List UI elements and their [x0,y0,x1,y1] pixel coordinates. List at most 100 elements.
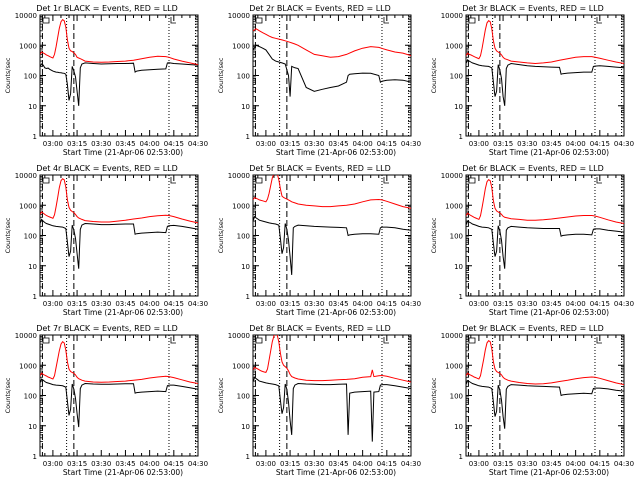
y-tick-label: 100 [237,233,250,241]
x-tick-label: 03:15 [67,460,87,468]
y-tick-label: 10 [454,103,463,111]
x-tick-label: 04:15 [164,460,184,468]
panel-title: Det 4r BLACK = Events, RED = LLD [36,164,178,173]
y-tick-label: 100 [24,233,37,241]
x-tick-label: 04:00 [353,140,373,148]
y-tick-label: 10000 [15,332,37,340]
y-tick-label: 1000 [445,42,463,50]
panel-3: 1 10 100 1000 10000 03:00 03:15 03:30 03:45 04:00… [430,4,634,157]
attenuator-marker-glyph [596,177,602,184]
x-tick-label: 03:30 [517,460,537,468]
y-tick-label: 1 [246,133,250,141]
y-tick-label: 1 [33,133,37,141]
x-tick-label: 03:45 [541,140,561,148]
x-tick-label: 04:15 [590,300,610,308]
corner-marker-glyph [255,17,263,24]
x-axis-label: Start Time (21-Apr-06 02:53:00) [276,308,396,317]
panel-4: 1 10 100 1000 10000 03:00 03:15 03:30 03:45 04:00… [4,164,208,317]
series-events-line [40,62,198,106]
y-tick-label: 1 [33,453,37,461]
panel-5: 1 10 100 1000 10000 03:00 03:15 03:30 03:45 04:00… [217,164,421,317]
y-tick-label: 100 [450,233,463,241]
series-group [40,19,198,106]
x-tick-label: 03:45 [115,460,135,468]
y-tick-label: 100 [237,73,250,81]
attenuator-marker-glyph [170,177,176,184]
y-tick-label: 10 [241,263,250,271]
y-axis-label: Counts/sec [430,377,438,413]
attenuator-marker-glyph [596,337,602,344]
x-tick-label: 03:15 [280,140,300,148]
x-axis-label: Start Time (21-Apr-06 02:53:00) [63,468,183,477]
x-tick-label: 03:00 [43,460,63,468]
x-tick-label: 04:00 [140,300,160,308]
corner-marker-glyph [42,177,50,184]
y-tick-label: 10000 [441,332,463,340]
x-tick-label: 04:30 [401,300,421,308]
x-tick-label: 04:00 [566,460,586,468]
series-lld-line [40,340,198,384]
series-events-line [253,215,411,275]
y-axis-label: Counts/sec [217,217,225,253]
corner-marker-glyph [255,337,263,344]
panel-1: 1 10 100 1000 10000 03:00 03:15 03:30 03:45 04:00… [4,4,208,157]
attenuator-marker-glyph [170,337,176,344]
y-tick-label: 10000 [15,12,37,20]
x-tick-label: 04:15 [377,140,397,148]
panel-title: Det 7r BLACK = Events, RED = LLD [36,324,178,333]
y-axis-label: Counts/sec [4,377,12,413]
x-tick-label: 04:15 [377,460,397,468]
x-tick-label: 04:30 [614,460,634,468]
series-events-line [40,218,198,269]
x-tick-label: 03:15 [280,300,300,308]
x-tick-label: 04:00 [140,460,160,468]
attenuator-marker-glyph [170,17,176,24]
x-tick-label: 04:30 [401,140,421,148]
panel-7: 1 10 100 1000 10000 03:00 03:15 03:30 03:45 04:00… [4,324,208,477]
y-axis-label: Counts/sec [430,217,438,253]
x-tick-label: 04:00 [140,140,160,148]
x-tick-label: 03:30 [91,460,111,468]
panel-8: 1 10 100 1000 10000 03:00 03:15 03:30 03:45 04:00… [217,324,421,477]
y-axis-label: Counts/sec [4,57,12,93]
x-tick-label: 03:15 [280,460,300,468]
series-group [253,335,411,442]
y-tick-label: 100 [24,393,37,401]
x-tick-label: 03:30 [304,460,324,468]
y-tick-label: 1000 [19,202,37,210]
series-events-line [466,220,624,269]
series-group [253,175,411,275]
series-lld-line [40,19,198,66]
x-tick-label: 03:45 [115,140,135,148]
x-tick-label: 03:30 [304,300,324,308]
x-axis-label: Start Time (21-Apr-06 02:53:00) [276,148,396,157]
x-tick-label: 03:00 [43,300,63,308]
y-tick-label: 10000 [228,172,250,180]
x-tick-label: 04:15 [164,300,184,308]
y-axis-label: Counts/sec [430,57,438,93]
series-group [466,20,624,106]
corner-marker-glyph [468,177,476,184]
panel-9: 1 10 100 1000 10000 03:00 03:15 03:30 03:45 04:00… [430,324,634,477]
x-axis-label: Start Time (21-Apr-06 02:53:00) [63,148,183,157]
x-tick-label: 04:00 [353,460,373,468]
series-group [40,178,198,269]
panel-title: Det 5r BLACK = Events, RED = LLD [249,164,391,173]
y-tick-label: 1 [459,453,463,461]
x-axis-label: Start Time (21-Apr-06 02:53:00) [489,308,609,317]
x-tick-label: 04:15 [590,140,610,148]
y-tick-label: 10 [28,263,37,271]
series-events-line [253,376,411,442]
x-tick-label: 03:30 [91,140,111,148]
x-axis-label: Start Time (21-Apr-06 02:53:00) [489,148,609,157]
y-tick-label: 1 [459,293,463,301]
series-events-line [253,44,411,97]
y-tick-label: 10 [241,423,250,431]
x-tick-label: 03:45 [328,140,348,148]
y-tick-label: 10 [28,103,37,111]
attenuator-marker-glyph [383,177,389,184]
x-tick-label: 03:00 [43,140,63,148]
x-tick-label: 04:30 [614,140,634,148]
y-tick-label: 10000 [228,332,250,340]
series-group [253,28,411,97]
